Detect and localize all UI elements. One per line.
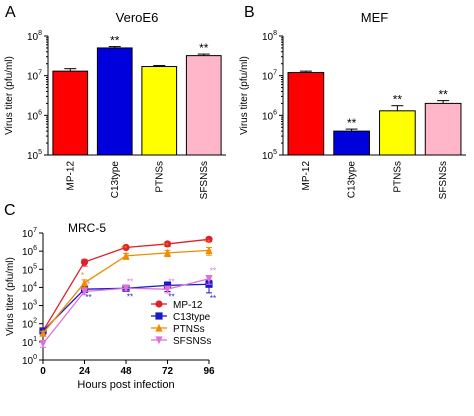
data-point — [122, 284, 130, 293]
x-tick-label: C13type — [347, 161, 358, 199]
chart-title: MEF — [361, 10, 389, 25]
data-point — [122, 251, 130, 260]
data-point — [80, 287, 89, 296]
y-tick-label: 105 — [22, 263, 37, 276]
x-tick-label: PTNSs — [154, 161, 165, 193]
bar-SFSNSs — [424, 102, 462, 156]
significance-label: ** — [110, 34, 120, 48]
significance-label: ** — [127, 277, 133, 286]
significance-label: ** — [162, 241, 168, 250]
series-PTNSs: *** ** ** — [39, 238, 213, 337]
significance-label: * — [81, 271, 84, 280]
significance-label: ** — [168, 292, 174, 301]
legend-label: PTNSs — [173, 324, 205, 335]
significance-label: ** — [438, 88, 448, 102]
data-point — [163, 248, 172, 257]
y-tick-label: 107 — [22, 227, 37, 240]
y-tick-label: 105 — [27, 149, 42, 162]
legend-marker — [155, 323, 163, 332]
y-tick-label: 100 — [22, 354, 37, 367]
data-point — [205, 235, 213, 243]
y-tick-label: 102 — [22, 318, 37, 331]
data-point — [163, 285, 172, 294]
panel-letter: B — [244, 4, 255, 21]
significance-label: ** — [85, 293, 91, 302]
legend-label: SFSNSs — [173, 336, 211, 347]
significance-label: ** — [393, 93, 403, 107]
x-tick-label: SFSNSs — [438, 161, 449, 199]
y-tick-label: 105 — [262, 149, 277, 162]
y-tick-label: 106 — [27, 109, 42, 122]
data-point — [80, 258, 89, 266]
y-tick-label: 108 — [27, 30, 42, 43]
significance-label: ** — [210, 267, 216, 276]
panel-letter: A — [5, 4, 16, 21]
bar-PTNSs — [379, 110, 416, 156]
x-tick-label: PTNSs — [392, 161, 403, 193]
significance-label: ** — [204, 238, 210, 247]
data-point — [205, 246, 213, 254]
significance-label: * — [87, 280, 90, 289]
y-tick-label: 106 — [262, 109, 277, 122]
y-tick-label: 103 — [22, 300, 37, 313]
bar-C13type — [333, 130, 370, 156]
legend-marker — [155, 300, 163, 308]
x-tick-label: C13type — [110, 161, 121, 199]
y-tick-label: 107 — [262, 70, 277, 83]
x-tick-label: 72 — [162, 366, 174, 377]
legend-marker — [155, 312, 163, 320]
x-axis-label: Hours post infection — [77, 379, 174, 391]
panel-letter: C — [4, 202, 16, 219]
bar-MP-12 — [52, 70, 89, 156]
bar-SFSNSs — [185, 55, 222, 156]
x-tick-label: SFSNSs — [199, 161, 210, 199]
chart-title: MRC-5 — [68, 221, 106, 235]
y-axis-label: Virus titer (pfu/ml) — [5, 257, 16, 336]
panel-c-mrc5: C MRC-5 Virus titer (pfu/ml) Hours post inf… — [4, 202, 216, 391]
x-tick-label: 96 — [203, 366, 215, 377]
legend-label: MP-12 — [173, 300, 203, 311]
data-point — [80, 278, 89, 287]
significance-label: ** — [127, 292, 133, 301]
panel-b-mef: B MEF Virus titer (pfu/ml) 105 106 107 108 MP-1… — [239, 4, 466, 199]
bar-PTNSs — [141, 66, 178, 156]
series-SFSNSs: * ** **** — [39, 267, 216, 348]
data-point — [163, 281, 172, 289]
significance-label: ** — [199, 41, 209, 55]
data-point — [163, 240, 172, 248]
significance-label: ** — [347, 116, 357, 130]
x-tick-label: 48 — [120, 366, 132, 377]
significance-label: ** — [210, 294, 216, 303]
data-point — [39, 340, 47, 348]
y-tick-label: 107 — [27, 70, 42, 83]
data-point — [205, 275, 213, 283]
x-tick-label: 0 — [40, 366, 46, 377]
data-point — [39, 329, 47, 337]
significance-label: ** — [121, 244, 127, 253]
legend-marker — [155, 336, 163, 345]
bar-MP-12 — [287, 72, 325, 156]
x-tick-label: MP-12 — [65, 161, 76, 191]
x-tick-label: MP-12 — [301, 161, 312, 191]
bar-C13type — [96, 47, 133, 156]
y-tick-label: 106 — [22, 245, 37, 258]
y-tick-label: 101 — [22, 336, 37, 349]
chart-title: VeroE6 — [116, 10, 159, 25]
data-point — [122, 243, 130, 252]
y-tick-label: 108 — [262, 30, 277, 43]
y-tick-label: 104 — [22, 281, 37, 294]
panel-a-veroe6: A VeroE6 Virus titer (pfu/ml) 105 106 107 108 M… — [4, 4, 226, 199]
y-axis-label: Virus titer (pfu/ml) — [239, 56, 250, 135]
legend-label: C13type — [173, 312, 211, 323]
y-axis-label: Virus titer (pfu/ml) — [4, 56, 15, 135]
x-tick-label: 24 — [79, 366, 91, 377]
significance-label: ** — [168, 278, 174, 287]
